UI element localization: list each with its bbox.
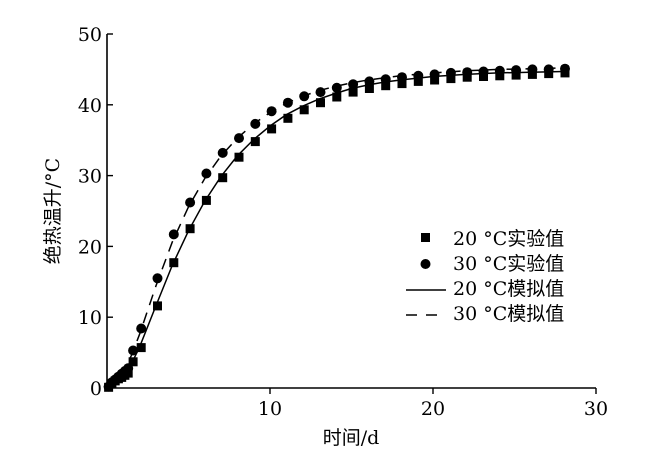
data-point-square — [348, 87, 358, 97]
data-point-circle — [364, 76, 375, 87]
data-point-circle — [560, 63, 570, 74]
y-tick-label: 50 — [78, 24, 102, 46]
legend-marker-square — [421, 233, 430, 242]
x-axis-title: 时间/d — [323, 427, 380, 449]
data-point-square — [267, 124, 277, 134]
data-point-circle — [250, 118, 261, 129]
data-point-square — [316, 98, 325, 108]
data-point-square — [364, 84, 374, 93]
legend-label-20-experimental: 20 °C实验值 — [453, 228, 564, 250]
y-tick-label: 20 — [78, 236, 102, 258]
data-point-circle — [462, 67, 473, 78]
x-tick-label: 30 — [584, 398, 608, 420]
y-tick-label: 30 — [78, 166, 102, 188]
data-point-square — [446, 74, 456, 84]
data-point-square — [218, 173, 228, 183]
legend-marker-circle — [420, 259, 431, 269]
data-point-square — [397, 79, 407, 89]
data-point-circle — [185, 197, 196, 208]
data-point-circle — [217, 147, 228, 158]
data-point-circle — [543, 64, 554, 75]
legend-label-30-simulated: 30 °C模拟值 — [453, 303, 564, 325]
data-point-circle — [429, 69, 440, 80]
data-point-circle — [348, 79, 359, 90]
data-point-square — [201, 195, 211, 205]
x-tick-label: 10 — [258, 398, 282, 420]
data-point-circle — [128, 345, 139, 356]
data-point-square — [153, 301, 162, 311]
legend-label-20-simulated: 20 °C模拟值 — [453, 278, 564, 300]
data-point-circle — [168, 229, 179, 240]
data-point-circle — [494, 65, 505, 76]
data-point-circle — [136, 323, 147, 334]
data-point-circle — [380, 74, 391, 85]
data-point-square — [430, 75, 440, 85]
data-point-circle — [266, 106, 277, 117]
data-point-circle — [511, 65, 522, 76]
series-line-2 — [106, 70, 564, 389]
data-point-square — [234, 152, 244, 162]
y-tick-label: 10 — [78, 307, 102, 329]
data-point-circle — [299, 91, 310, 102]
data-point-circle — [234, 133, 244, 144]
data-point-circle — [201, 168, 212, 179]
data-point-circle — [331, 82, 342, 93]
data-point-circle — [478, 66, 489, 77]
data-point-circle — [123, 363, 134, 374]
data-point-square — [332, 92, 342, 102]
legend: 20 °C实验值 30 °C实验值 20 °C模拟值 30 °C模拟值 — [406, 228, 564, 325]
data-point-square — [413, 76, 423, 86]
data-point-square — [169, 258, 179, 268]
legend-label-30-experimental: 30 °C实验值 — [453, 253, 564, 275]
y-axis-title: 绝热温升/°C — [42, 158, 64, 264]
data-point-square — [283, 113, 293, 123]
data-point-square — [250, 137, 260, 147]
x-tick-label: 20 — [421, 398, 445, 420]
data-point-circle — [282, 97, 293, 108]
data-point-circle — [445, 67, 456, 78]
data-point-square — [381, 81, 391, 91]
data-point-circle — [527, 64, 538, 75]
data-point-circle — [152, 273, 163, 284]
data-point-square — [185, 224, 195, 234]
y-ticks: 0 10 20 30 40 50 — [78, 24, 113, 400]
y-tick-label: 0 — [90, 378, 102, 400]
data-point-circle — [413, 70, 424, 81]
data-point-square — [136, 343, 146, 353]
data-point-circle — [315, 87, 326, 98]
data-point-circle — [397, 72, 407, 83]
y-tick-label: 40 — [78, 95, 102, 117]
x-ticks: 10 20 30 — [258, 388, 608, 420]
data-point-square — [128, 357, 138, 367]
data-point-square — [299, 105, 309, 115]
plot-area — [103, 63, 570, 392]
